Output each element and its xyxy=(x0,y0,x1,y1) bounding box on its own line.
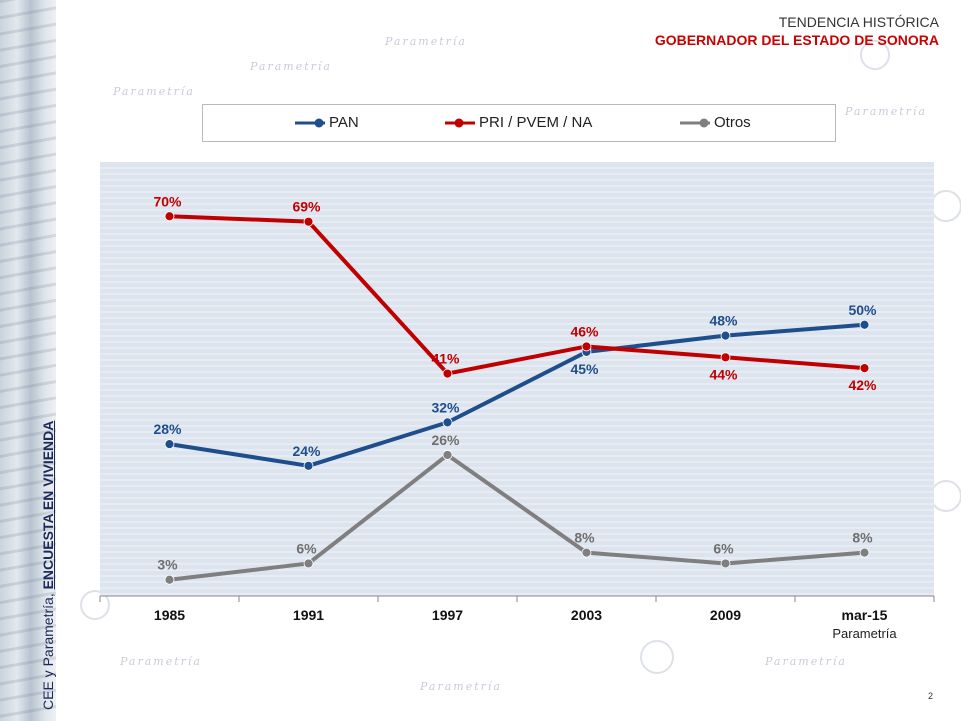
data-label: 8% xyxy=(574,530,595,546)
data-label: 69% xyxy=(292,199,321,215)
data-label: 26% xyxy=(431,432,460,448)
page-number: 2 xyxy=(927,691,933,701)
data-label: 44% xyxy=(709,366,738,382)
plot-background xyxy=(100,162,934,596)
left-decorative-strip xyxy=(0,0,56,721)
data-point xyxy=(859,319,870,330)
data-label: 32% xyxy=(431,399,460,415)
x-tick-label: 1997 xyxy=(432,607,463,623)
legend-label-pan: PAN xyxy=(329,114,359,131)
header-subtitle: TENDENCIA HISTÓRICA xyxy=(778,14,939,30)
header-title: GOBERNADOR DEL ESTADO DE SONORA xyxy=(654,32,939,48)
legend-marker-pan xyxy=(295,118,325,127)
data-label: 48% xyxy=(709,313,738,329)
watermark: Parametría xyxy=(420,680,502,693)
x-tick-sublabel: Parametría xyxy=(832,626,897,641)
x-tick-label: 2009 xyxy=(710,607,741,623)
data-label: 42% xyxy=(848,377,877,393)
data-label: 45% xyxy=(570,361,599,377)
data-point xyxy=(859,547,870,558)
data-point xyxy=(303,558,314,569)
data-point xyxy=(720,330,731,341)
legend-item-otros: Otros xyxy=(678,114,751,131)
data-point xyxy=(859,363,870,374)
data-label: 24% xyxy=(292,443,321,459)
data-point xyxy=(303,216,314,227)
legend-marker-otros xyxy=(680,118,710,127)
watermark: Parametría xyxy=(385,35,467,48)
legend-label-otros: Otros xyxy=(714,114,751,131)
data-point xyxy=(720,558,731,569)
data-label: 6% xyxy=(296,540,317,556)
series-line-pri xyxy=(169,214,865,376)
data-point xyxy=(442,450,453,460)
data-point xyxy=(581,547,592,558)
data-label: 28% xyxy=(153,421,182,437)
data-point xyxy=(164,211,175,222)
data-point xyxy=(164,574,175,585)
data-point xyxy=(720,352,731,363)
data-point xyxy=(442,417,453,428)
data-label: 8% xyxy=(852,530,873,546)
watermark: Parametría xyxy=(113,85,195,98)
series-line-pan xyxy=(169,322,865,468)
watermark: Parametría xyxy=(120,655,202,668)
watermark: Parametría xyxy=(250,60,332,73)
legend-item-pan: PAN xyxy=(293,114,359,131)
decorative-circle xyxy=(640,640,674,674)
data-label: 6% xyxy=(713,540,734,556)
x-tick-label: 1985 xyxy=(154,607,185,623)
decorative-circle xyxy=(80,590,110,620)
data-point xyxy=(164,439,175,450)
data-point xyxy=(581,341,592,352)
watermark: Parametría xyxy=(765,655,847,668)
x-tick-label: mar-15 xyxy=(842,607,888,623)
legend-item-pri: PRI / PVEM / NA xyxy=(443,114,592,131)
data-label: 3% xyxy=(157,557,178,573)
series-line-otros xyxy=(169,452,865,582)
x-tick-label: 2003 xyxy=(571,607,602,623)
slide-header: TENDENCIA HISTÓRICA GOBERNADOR DEL ESTAD… xyxy=(655,14,939,48)
data-label: 46% xyxy=(570,323,599,339)
x-tick-label: 1991 xyxy=(293,607,324,623)
data-label: 70% xyxy=(153,193,182,209)
data-point xyxy=(303,460,314,471)
data-point xyxy=(442,368,453,379)
data-label: 50% xyxy=(848,302,877,318)
decorative-circle xyxy=(860,40,890,70)
data-label: 41% xyxy=(431,351,460,367)
legend-label-pri: PRI / PVEM / NA xyxy=(479,114,593,131)
legend-marker-pri xyxy=(445,118,475,127)
chart-legend: PAN PRI / PVEM / NA Otros xyxy=(202,104,836,142)
watermark: Parametría xyxy=(845,105,927,118)
